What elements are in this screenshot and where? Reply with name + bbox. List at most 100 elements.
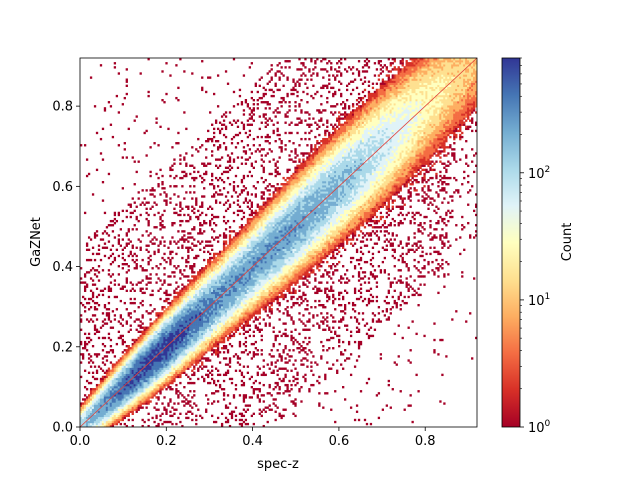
histogram-cell <box>137 406 140 409</box>
histogram-cell <box>224 277 228 280</box>
histogram-cell <box>211 349 214 352</box>
histogram-cell <box>153 392 156 395</box>
histogram-cell <box>107 377 111 381</box>
histogram-cell <box>203 269 206 272</box>
histogram-cell <box>133 267 136 270</box>
histogram-cell <box>197 347 200 350</box>
histogram-cell <box>234 322 238 325</box>
histogram-cell <box>220 306 224 309</box>
histogram-cell <box>191 326 194 329</box>
histogram-cell <box>179 158 182 161</box>
histogram-cell <box>232 320 236 323</box>
histogram-cell <box>238 260 242 264</box>
histogram-cell <box>183 349 186 352</box>
histogram-cell <box>258 308 261 311</box>
histogram-cell <box>181 318 184 321</box>
histogram-cell <box>211 271 214 274</box>
histogram-cell <box>230 334 234 338</box>
histogram-cell <box>87 172 91 176</box>
histogram-cell <box>185 398 188 401</box>
histogram-cell <box>224 320 228 323</box>
histogram-cell <box>111 230 115 233</box>
histogram-cell <box>240 281 244 284</box>
histogram-cell <box>224 293 228 297</box>
histogram-cell <box>209 293 212 297</box>
histogram-cell <box>179 340 182 344</box>
histogram-cell <box>199 205 202 208</box>
histogram-cell <box>187 330 190 333</box>
histogram-cell <box>179 392 182 395</box>
histogram-cell <box>216 140 220 143</box>
histogram-cell <box>131 197 134 200</box>
histogram-cell <box>216 355 220 358</box>
histogram-cell <box>209 297 212 301</box>
histogram-cell <box>175 383 178 387</box>
histogram-cell <box>149 381 152 385</box>
histogram-cell <box>107 289 111 292</box>
histogram-cell <box>141 189 144 192</box>
histogram-cell <box>113 396 117 399</box>
histogram-cell <box>155 402 158 405</box>
histogram-cell <box>238 299 242 303</box>
histogram-cell <box>161 322 164 325</box>
histogram-cell <box>133 351 136 354</box>
histogram-cell <box>83 310 87 313</box>
histogram-cell <box>145 347 148 350</box>
histogram-cell <box>147 213 150 217</box>
histogram-cell <box>218 301 222 305</box>
histogram-cell <box>147 332 150 336</box>
histogram-cell <box>93 236 97 239</box>
histogram-cell <box>205 410 208 413</box>
histogram-cell <box>252 248 255 251</box>
histogram-cell <box>205 283 208 286</box>
histogram-cell <box>228 342 232 346</box>
histogram-cell <box>93 396 97 399</box>
histogram-cell <box>80 406 83 409</box>
histogram-cell <box>115 416 119 420</box>
histogram-cell <box>169 174 172 178</box>
histogram-cell <box>224 111 228 114</box>
histogram-cell <box>240 258 244 262</box>
histogram-cell <box>244 258 248 262</box>
histogram-cell <box>179 176 182 180</box>
histogram-cell <box>157 183 160 186</box>
histogram-cell <box>127 203 130 206</box>
histogram-cell <box>230 254 234 258</box>
histogram-cell <box>181 361 184 364</box>
histogram-cell <box>163 299 166 303</box>
histogram-cell <box>145 283 148 286</box>
histogram-cell <box>211 174 214 178</box>
histogram-cell <box>111 418 115 422</box>
histogram-cell <box>105 404 109 407</box>
histogram-cell <box>246 281 250 284</box>
histogram-cell <box>109 383 113 387</box>
histogram-cell <box>173 162 176 165</box>
histogram-cell <box>248 275 252 278</box>
histogram-cell <box>97 422 101 426</box>
histogram-cell <box>193 349 196 352</box>
histogram-cell <box>234 326 238 329</box>
histogram-cell <box>175 267 178 270</box>
histogram-cell <box>149 174 152 178</box>
histogram-cell <box>244 260 248 264</box>
histogram-cell <box>230 328 234 331</box>
histogram-cell <box>143 355 146 358</box>
histogram-cell <box>193 312 196 315</box>
histogram-cell <box>125 392 128 395</box>
histogram-cell <box>250 234 253 237</box>
histogram-cell <box>133 353 136 356</box>
histogram-cell <box>151 336 154 340</box>
histogram-cell <box>244 293 248 297</box>
histogram-cell <box>187 293 190 297</box>
histogram-cell <box>240 291 244 295</box>
histogram-cell <box>214 285 218 288</box>
histogram-cell <box>240 240 244 243</box>
histogram-cell <box>218 252 222 256</box>
histogram-cell <box>193 256 196 260</box>
histogram-cell <box>135 283 138 286</box>
histogram-cell <box>222 388 226 391</box>
histogram-cell <box>95 422 99 426</box>
histogram-cell <box>238 263 242 266</box>
histogram-cell <box>203 291 206 295</box>
histogram-cell <box>207 279 210 282</box>
